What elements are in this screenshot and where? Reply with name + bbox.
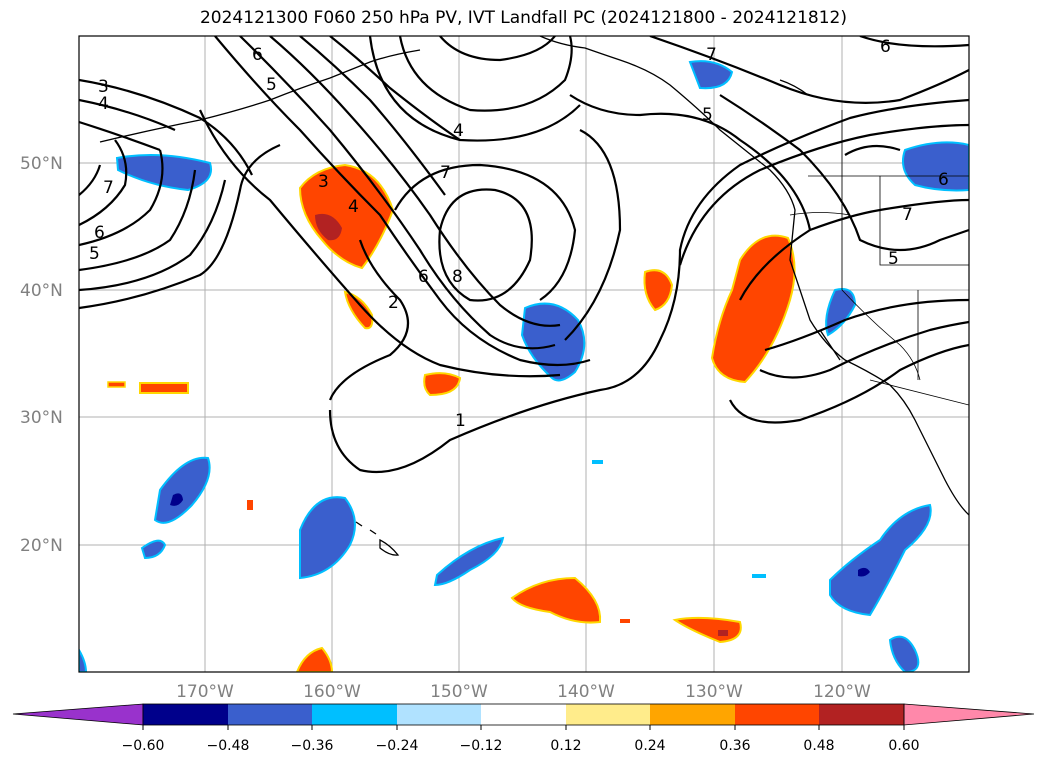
neg-anomaly-region <box>688 60 734 90</box>
colorbar-segment <box>566 704 650 725</box>
contour-label: 7 <box>902 205 913 225</box>
contour-label: 7 <box>103 178 114 198</box>
contour-label: 4 <box>348 197 359 217</box>
neg-anomaly-region <box>888 635 920 672</box>
colorbar-tick-label: −0.24 <box>376 738 419 754</box>
colorbar-tick-label: −0.60 <box>122 738 165 754</box>
lat-label: 20°N <box>20 536 63 556</box>
colorbar-tick-label: 0.24 <box>634 738 665 754</box>
colorbar: −0.60 −0.48 −0.36 −0.24 −0.12 0.12 0.24 … <box>12 703 1035 754</box>
lon-label: 120°W <box>813 682 871 702</box>
contour-label: 4 <box>98 94 109 114</box>
neg-anomaly-region <box>79 648 88 672</box>
pos-anomaly-region <box>643 269 674 312</box>
contour-label: 6 <box>418 267 429 287</box>
neg-anomaly-region <box>858 567 870 577</box>
pos-anomaly-region <box>620 619 630 623</box>
colorbar-tick-label: 0.36 <box>719 738 750 754</box>
pos-anomaly-region <box>107 381 126 388</box>
pv-contours <box>79 36 969 474</box>
colorbar-segment <box>481 704 566 725</box>
map-title: 2024121300 F060 250 hPa PV, IVT Landfall… <box>199 8 847 28</box>
colorbar-segment <box>735 704 819 725</box>
pos-anomaly-region <box>718 630 728 636</box>
neg-anomaly-region <box>592 460 603 464</box>
contour-label: 1 <box>455 411 466 431</box>
colorbar-segment <box>397 704 481 725</box>
plot-frame <box>78 35 970 673</box>
contour-label: 5 <box>266 75 277 95</box>
contour-label: 4 <box>453 121 464 141</box>
plot-area <box>79 36 969 672</box>
colorbar-tick-label: 0.48 <box>803 738 834 754</box>
colorbar-segment <box>650 704 735 725</box>
contour-label: 2 <box>388 293 399 313</box>
pos-anomaly-region <box>139 382 189 394</box>
neg-anomaly-region <box>170 493 183 506</box>
colorbar-tick-label: 0.60 <box>888 738 919 754</box>
contour-label: 5 <box>888 249 899 269</box>
colorbar-extend-left <box>12 703 144 726</box>
contour-label: 5 <box>89 244 100 264</box>
contour-label: 7 <box>706 45 717 65</box>
neg-anomaly-region <box>140 539 167 560</box>
colorbar-segment <box>228 704 312 725</box>
pos-anomaly-region <box>298 163 395 270</box>
neg-anomaly-region <box>299 496 356 580</box>
pos-anomaly-region <box>423 372 462 397</box>
contour-label: 6 <box>252 45 263 65</box>
contour-labels: 3 4 6 5 7 6 5 4 7 8 6 2 1 6 6 7 5 3 4 5 … <box>89 37 949 431</box>
neg-anomaly-region <box>115 153 212 192</box>
lon-label: 130°W <box>685 682 743 702</box>
colorbar-tick-label: −0.36 <box>291 738 334 754</box>
contour-label: 5 <box>702 105 713 125</box>
pos-anomaly-region <box>315 213 342 241</box>
pos-anomaly-region <box>295 646 334 672</box>
lon-label: 160°W <box>303 682 361 702</box>
colorbar-extend-right <box>903 703 1035 726</box>
contour-label: 6 <box>880 37 891 57</box>
colorbar-segment <box>819 704 904 725</box>
colorbar-segment <box>312 704 397 725</box>
ivt-shading <box>79 60 969 672</box>
neg-anomaly-region <box>153 456 211 524</box>
pos-anomaly-region <box>343 290 374 330</box>
neg-anomaly-region <box>520 302 586 382</box>
longitude-labels: 170°W 160°W 150°W 140°W 130°W 120°W <box>176 682 871 702</box>
lat-label: 50°N <box>20 154 63 174</box>
colorbar-tick-label: −0.12 <box>460 738 503 754</box>
neg-anomaly-region <box>825 288 857 337</box>
neg-anomaly-region <box>902 141 969 192</box>
lon-label: 140°W <box>557 682 615 702</box>
colorbar-ticks <box>142 725 905 730</box>
political-borders <box>789 110 969 406</box>
contour-label: 6 <box>938 170 949 190</box>
lat-label: 40°N <box>20 281 63 301</box>
contour-label: 6 <box>94 223 105 243</box>
neg-anomaly-region <box>433 536 505 587</box>
latitude-labels: 50°N 40°N 30°N 20°N <box>20 154 63 556</box>
neg-anomaly-region <box>829 503 932 617</box>
contour-label: 7 <box>440 163 451 183</box>
lat-label: 30°N <box>20 408 63 428</box>
contour-label: 3 <box>318 172 329 192</box>
colorbar-tick-label: −0.48 <box>207 738 250 754</box>
pos-anomaly-region <box>247 500 253 510</box>
pos-anomaly-region <box>510 576 602 624</box>
lon-label: 150°W <box>430 682 488 702</box>
contour-label: 8 <box>452 267 463 287</box>
colorbar-segment <box>143 704 228 725</box>
contour-label: 3 <box>98 77 109 97</box>
colorbar-tick-label: 0.12 <box>550 738 581 754</box>
neg-anomaly-region <box>752 574 766 578</box>
lon-label: 170°W <box>176 682 234 702</box>
